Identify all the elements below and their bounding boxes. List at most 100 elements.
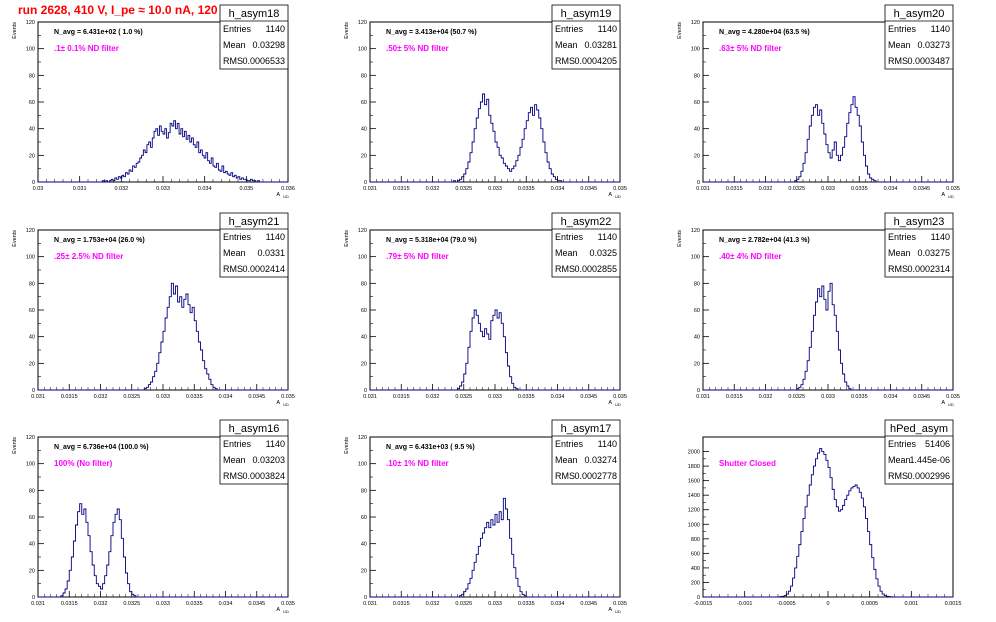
stats-value: 0.0004205	[574, 56, 617, 66]
x-axis-title-subscript: UD	[615, 194, 621, 199]
y-tick-label: 0	[364, 180, 367, 186]
y-tick-label: 800	[691, 537, 700, 543]
histogram-line	[703, 96, 953, 183]
y-tick-label: 100	[691, 47, 700, 53]
x-tick-label: 0.033	[156, 601, 170, 607]
x-axis-title-subscript: UD	[283, 609, 289, 614]
stats-label: Mean	[555, 455, 578, 465]
stats-label: Mean	[223, 248, 246, 258]
y-tick-label: 120	[26, 20, 35, 26]
x-tick-label: 0.001	[904, 601, 918, 607]
stats-label: Mean	[223, 40, 246, 50]
x-tick-label: -0.0005	[777, 601, 796, 607]
y-tick-label: 1800	[688, 464, 700, 470]
stats-label: Entries	[555, 232, 584, 242]
x-tick-label: 0.031	[696, 394, 710, 400]
x-axis-title-subscript: UD	[948, 402, 954, 407]
x-tick-label: 0.032	[114, 186, 128, 192]
stats-title: h_asym23	[894, 216, 945, 228]
stats-label: Entries	[888, 232, 917, 242]
y-tick-label: 120	[691, 20, 700, 26]
stats-value: 1140	[266, 232, 285, 242]
filter-label: .63± 5% ND filter	[719, 44, 782, 53]
stats-label: RMS	[555, 56, 575, 66]
x-axis-title: A	[608, 400, 612, 406]
y-tick-label: 100	[358, 255, 367, 261]
y-axis-title: Events	[344, 22, 350, 39]
stats-box	[884, 419, 954, 485]
stats-value: 0.0003824	[242, 471, 285, 481]
x-tick-label: 0.0345	[580, 186, 597, 192]
stats-value: 0.03274	[584, 455, 617, 465]
y-tick-label: 40	[361, 335, 367, 341]
x-tick-label: 0.032	[94, 601, 108, 607]
stats-title: h_asym22	[561, 216, 612, 228]
stats-label: RMS	[888, 264, 908, 274]
stats-box	[551, 419, 621, 485]
y-tick-label: 0	[697, 388, 700, 394]
y-axis-title: Events	[12, 230, 18, 247]
y-tick-label: 80	[29, 281, 35, 287]
x-tick-label: 0.0325	[455, 394, 472, 400]
stats-label: Mean	[555, 40, 578, 50]
x-tick-label: 0.031	[363, 601, 377, 607]
stats-label: Entries	[888, 24, 917, 34]
stats-box	[884, 4, 954, 70]
x-tick-label: 0.0345	[580, 601, 597, 607]
stats-label: RMS	[888, 471, 908, 481]
stats-value: 0.0002314	[907, 264, 950, 274]
stats-value: 1140	[931, 232, 950, 242]
histogram-line	[38, 282, 288, 391]
y-tick-label: 60	[361, 100, 367, 106]
y-tick-label: 20	[361, 568, 367, 574]
y-tick-label: 60	[361, 515, 367, 521]
n-avg-label: N_avg = 4.280e+04 (63.5 %)	[719, 29, 810, 36]
y-tick-label: 20	[29, 568, 35, 574]
n-avg-label: N_avg = 6.736e+04 (100.0 %)	[54, 444, 149, 451]
y-tick-label: 0	[364, 595, 367, 601]
x-tick-label: 0.0315	[393, 394, 410, 400]
stats-value: 0.03281	[584, 40, 617, 50]
x-tick-label: 0.035	[613, 601, 627, 607]
x-tick-label: 0.034	[219, 601, 233, 607]
stats-value: 1140	[266, 439, 285, 449]
x-tick-label: 0.0345	[248, 601, 265, 607]
stats-title: h_asym16	[229, 423, 280, 435]
stats-title: h_asym18	[229, 8, 280, 20]
y-tick-label: 60	[29, 100, 35, 106]
filter-label: Shutter Closed	[719, 459, 776, 468]
x-tick-label: 0.0335	[186, 394, 203, 400]
stats-value: 0.0006533	[242, 56, 285, 66]
n-avg-label: N_avg = 5.318e+04 (79.0 %)	[386, 237, 477, 244]
x-tick-label: 0.033	[156, 186, 170, 192]
x-axis-title-subscript: UD	[615, 609, 621, 614]
x-tick-label: 0.034	[551, 186, 565, 192]
x-tick-label: 0.033	[488, 186, 502, 192]
stats-title: hPed_asym	[890, 423, 948, 435]
stats-value: 1.445e-06	[909, 455, 950, 465]
filter-label: .10± 1% ND filter	[386, 459, 449, 468]
x-tick-label: 0.031	[363, 394, 377, 400]
filter-label: 100% (No filter)	[54, 459, 113, 468]
x-tick-label: 0.035	[613, 186, 627, 192]
x-axis-title: A	[941, 192, 945, 198]
x-tick-label: 0.032	[426, 394, 440, 400]
x-tick-label: 0.034	[219, 394, 233, 400]
x-axis-title: A	[276, 400, 280, 406]
x-tick-label: 0.034	[551, 394, 565, 400]
stats-label: Entries	[223, 232, 252, 242]
x-tick-label: 0.031	[31, 601, 45, 607]
stats-label: RMS	[555, 471, 575, 481]
y-tick-label: 20	[361, 153, 367, 159]
y-tick-label: 1000	[688, 522, 700, 528]
y-tick-label: 100	[26, 462, 35, 468]
y-tick-label: 1200	[688, 508, 700, 514]
y-tick-label: 120	[691, 228, 700, 234]
histogram-panel-h_asym16: 0 20 40 60 80 100 120 0.031 0.0315 0.032 0.0325 0.0…	[12, 419, 295, 614]
y-tick-label: 40	[361, 542, 367, 548]
x-tick-label: -0.001	[737, 601, 753, 607]
y-tick-label: 200	[691, 580, 700, 586]
x-tick-label: 0.0335	[851, 186, 868, 192]
x-tick-label: 0.031	[31, 394, 45, 400]
x-axis-title-subscript: UD	[948, 194, 954, 199]
